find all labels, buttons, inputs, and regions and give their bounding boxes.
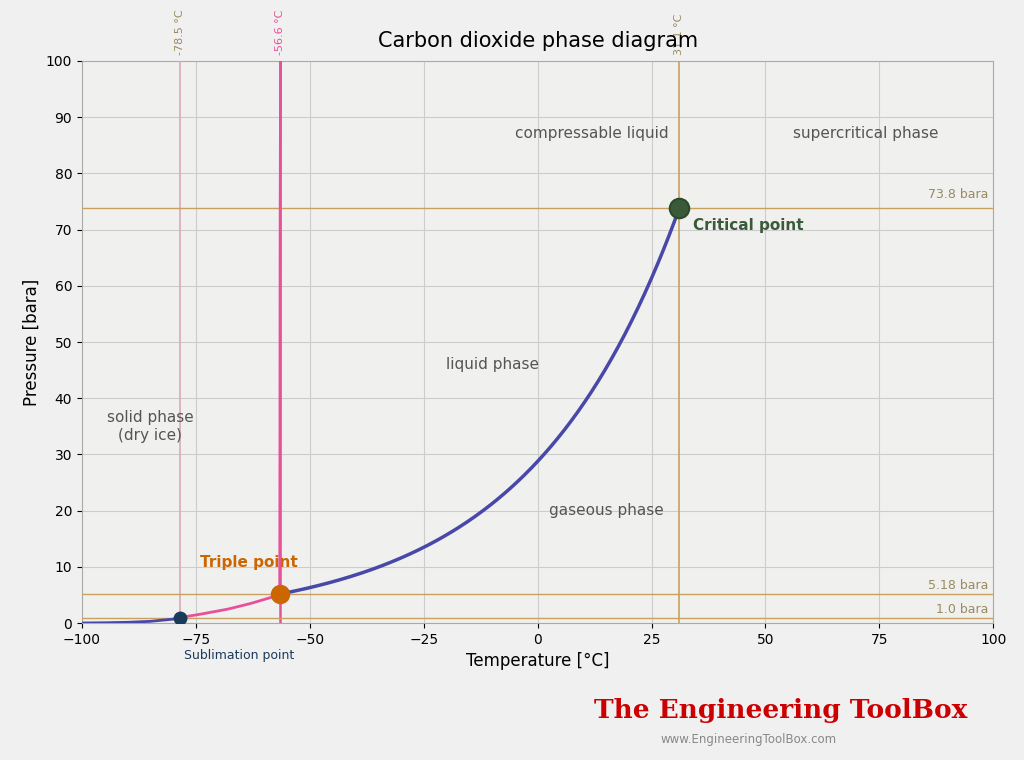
- Text: 1.0 bara: 1.0 bara: [936, 603, 989, 616]
- Text: 73.8 bara: 73.8 bara: [929, 188, 989, 201]
- X-axis label: Temperature [°C]: Temperature [°C]: [466, 653, 609, 670]
- Text: solid phase
(dry ice): solid phase (dry ice): [106, 410, 194, 442]
- Text: gaseous phase: gaseous phase: [549, 503, 664, 518]
- Text: www.EngineeringToolBox.com: www.EngineeringToolBox.com: [660, 733, 837, 746]
- Text: -78.5 °C: -78.5 °C: [175, 10, 185, 55]
- Text: Triple point: Triple point: [201, 555, 298, 570]
- Text: Critical point: Critical point: [692, 217, 803, 233]
- Text: 5.18 bara: 5.18 bara: [929, 579, 989, 592]
- Text: compressable liquid: compressable liquid: [515, 126, 669, 141]
- Text: The Engineering ToolBox: The Engineering ToolBox: [594, 698, 968, 724]
- Text: Sublimation point: Sublimation point: [184, 648, 295, 661]
- Text: supercritical phase: supercritical phase: [793, 126, 938, 141]
- Title: Carbon dioxide phase diagram: Carbon dioxide phase diagram: [378, 31, 697, 51]
- Text: 31.1 °C: 31.1 °C: [675, 14, 684, 55]
- Y-axis label: Pressure [bara]: Pressure [bara]: [23, 278, 40, 406]
- Text: -56.6 °C: -56.6 °C: [274, 10, 285, 55]
- Text: liquid phase: liquid phase: [445, 357, 539, 372]
